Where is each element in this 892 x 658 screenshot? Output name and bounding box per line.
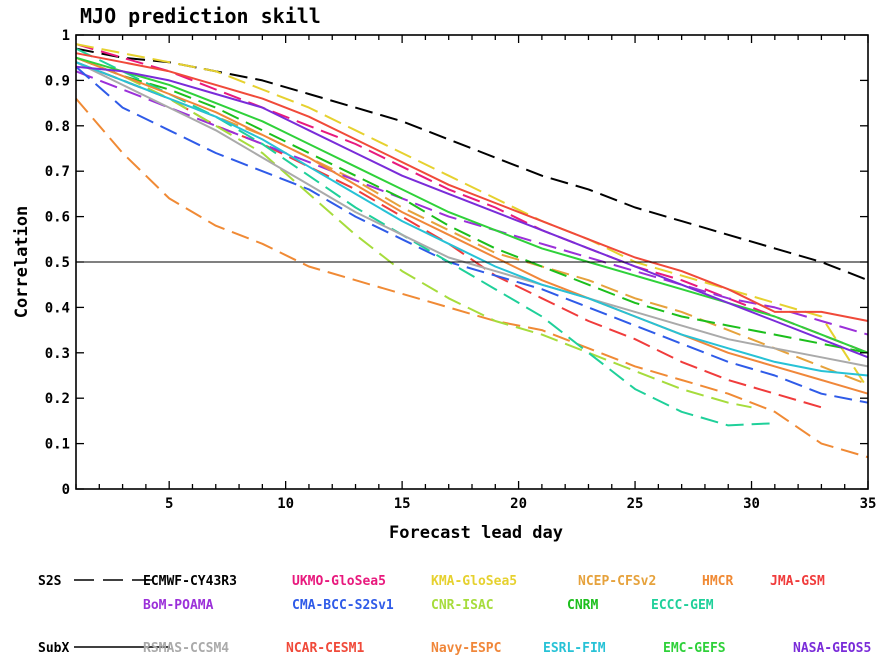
- legend-entry-eccc-gem: ECCC-GEM: [651, 598, 714, 613]
- x-tick-label: 15: [394, 496, 411, 512]
- series-line-bom-poama: [75, 70, 869, 336]
- x-tick-label: 10: [277, 496, 294, 512]
- series-line-navy-espc: [75, 56, 869, 395]
- y-tick-label: 0: [62, 482, 70, 498]
- y-tick-label: 0.7: [45, 164, 70, 180]
- legend-entry-ecmwf-cy43r3: ECMWF-CY43R3: [143, 574, 237, 589]
- legend-entry-cma-bcc-s2sv1: CMA-BCC-S2Sv1: [292, 598, 394, 613]
- axes: 5 10 15 20 25 30 35 0 0.1 0.2 0.3 0.4 0.5 0.6 0.7 0.8 0.…: [45, 28, 877, 512]
- legend-entry-ukmo-glosea5: UKMO-GloSea5: [292, 574, 386, 589]
- x-axis-label: Forecast lead day: [389, 523, 563, 543]
- legend-entry-kma-glosea5: KMA-GloSea5: [431, 574, 517, 589]
- y-tick-label: 0.1: [45, 437, 70, 453]
- y-tick-label: 0.9: [45, 73, 70, 89]
- legend-entry-ncep-cfsv2: NCEP-CFSv2: [578, 574, 656, 589]
- y-tick-label: 0.6: [45, 210, 70, 226]
- series-line-cnrm: [75, 56, 869, 354]
- series-line-nasa-geos5: [75, 65, 869, 359]
- plot-lines: [75, 43, 869, 459]
- y-tick-label: 0.2: [45, 391, 70, 407]
- x-tick-label: 30: [743, 496, 760, 512]
- series-line-emc-gefs: [75, 56, 869, 354]
- series-line-kma-glosea5: [75, 43, 869, 390]
- x-tick-label: 20: [510, 496, 527, 512]
- legend-group-label: S2S: [38, 574, 62, 589]
- legend-entry-ncar-cesm1: NCAR-CESM1: [286, 641, 364, 656]
- y-tick-label: 0.4: [45, 300, 70, 316]
- legend-entry-navy-espc: Navy-ESPC: [431, 641, 501, 656]
- x-tick-label: 5: [165, 496, 173, 512]
- legend-group-label: SubX: [38, 641, 69, 656]
- legend: S2S SubX ECMWF-CY43R3 UKMO-GloSea5 KMA-GloSe…: [38, 574, 871, 656]
- legend-entry-hmcr: HMCR: [702, 574, 733, 589]
- legend-entry-emc-gefs: EMC-GEFS: [663, 641, 726, 656]
- series-line-cnr-isac: [75, 56, 752, 409]
- y-axis-label: Correlation: [12, 206, 32, 319]
- legend-entry-jma-gsm: JMA-GSM: [770, 574, 825, 589]
- y-tick-label: 0.3: [45, 346, 70, 362]
- x-tick-label: 25: [627, 496, 644, 512]
- y-tick-label: 0.8: [45, 119, 70, 135]
- legend-entry-cnr-isac: CNR-ISAC: [431, 598, 494, 613]
- series-line-ncar-cesm1: [75, 52, 869, 322]
- y-tick-label: 1: [62, 28, 70, 44]
- series-line-hmcr: [75, 97, 869, 459]
- legend-entry-bom-poama: BoM-POAMA: [143, 598, 214, 613]
- legend-entry-cnrm: CNRM: [567, 598, 598, 613]
- series-line-cma-bcc-s2sv1: [75, 66, 869, 404]
- series-line-rsmas-ccsm4: [75, 61, 869, 368]
- legend-entry-rsmas-ccsm4: RSMAS-CCSM4: [143, 641, 229, 656]
- x-tick-label: 35: [860, 496, 877, 512]
- series-line-eccc-gem: [75, 47, 775, 427]
- series-line-ukmo-glosea5: [75, 43, 869, 354]
- legend-entry-nasa-geos5: NASA-GEOS5: [793, 641, 871, 656]
- y-tick-label: 0.5: [45, 255, 70, 271]
- chart-title: MJO prediction skill: [80, 4, 321, 28]
- series-line-esrl-fim: [75, 61, 869, 377]
- legend-entry-esrl-fim: ESRL-FIM: [543, 641, 606, 656]
